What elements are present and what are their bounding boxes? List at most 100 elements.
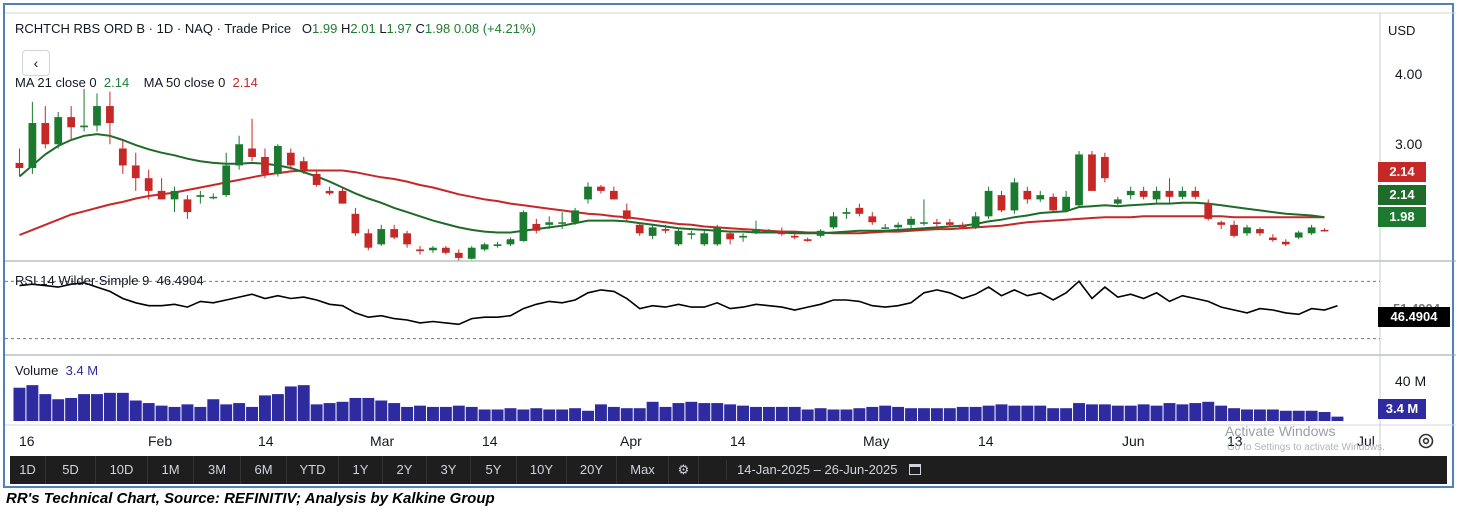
candle-body [403, 233, 411, 245]
volume-bar [1241, 409, 1253, 421]
volume-bar [1073, 403, 1085, 421]
date-range-dash: – [813, 462, 821, 477]
volume-bar [13, 387, 26, 421]
volume-bar [918, 408, 930, 421]
volume-bar [1021, 405, 1034, 421]
range-button-10y[interactable]: 10Y [517, 456, 567, 484]
candle-body [441, 247, 450, 253]
volume-bar [840, 409, 853, 421]
candle-body [790, 235, 799, 238]
rsi-line [19, 280, 1338, 326]
range-button-1d[interactable]: 1D [10, 456, 46, 484]
time-tick: Jul [1357, 433, 1375, 449]
volume-bar [452, 405, 465, 421]
volume-bar [801, 409, 814, 421]
volume-bar [982, 405, 995, 421]
volume-bar [78, 394, 91, 421]
candle-body [480, 244, 489, 250]
volume-bar [207, 399, 220, 421]
date-range-picker[interactable]: 14-Jan-2025 – 26-Jun-2025 [726, 460, 941, 480]
candle-body [894, 224, 903, 228]
range-settings-button[interactable]: ⚙ [669, 456, 699, 484]
volume-bar [1292, 410, 1305, 421]
price-type-label: Trade Price [224, 21, 292, 36]
volume-bar [646, 401, 659, 421]
range-button-6m[interactable]: 6M [241, 456, 287, 484]
candle-body [1152, 190, 1161, 200]
time-tick: 14 [482, 433, 498, 449]
candle-body [1113, 199, 1122, 204]
price-tick-4: 4.00 [1395, 66, 1423, 82]
range-button-10d[interactable]: 10D [96, 456, 148, 484]
candle-body [1088, 154, 1096, 191]
candle-body [1100, 156, 1109, 179]
volume-bar [414, 405, 426, 421]
range-button-1y[interactable]: 1Y [339, 456, 383, 484]
volume-bar [724, 404, 737, 421]
range-button-5y[interactable]: 5Y [471, 456, 517, 484]
volume-bar [401, 406, 414, 421]
volume-bar [737, 405, 750, 421]
rsi-label: RSI 14 Wilder Simple 9 [15, 273, 150, 288]
range-button-1m[interactable]: 1M [148, 456, 194, 484]
time-tick: 14 [258, 433, 274, 449]
volume-bar [1137, 404, 1150, 421]
volume-bar [530, 408, 543, 421]
volume-bar [1189, 403, 1202, 421]
candle-body [1023, 190, 1032, 200]
candle-body [816, 230, 825, 236]
candle-body [881, 227, 890, 229]
volume-bar [1111, 405, 1124, 421]
time-tick: Jun [1122, 433, 1145, 449]
volume-bar [271, 394, 284, 421]
volume-bar [142, 403, 155, 421]
candle-body [1320, 229, 1329, 232]
time-tick: May [863, 433, 890, 449]
volume-bar [181, 404, 194, 421]
candle-body [144, 178, 153, 191]
candle-body [1139, 190, 1148, 197]
range-button-20y[interactable]: 20Y [567, 456, 617, 484]
time-tick: 14 [730, 433, 746, 449]
candle-body [506, 239, 515, 245]
range-toolbar: 1D 5D 10D 1M 3M 6M YTD 1Y 2Y 3Y 5Y 10Y 2… [10, 456, 1447, 484]
volume-bar [155, 405, 168, 421]
volume-bar [853, 408, 866, 421]
candle-body [739, 235, 747, 238]
candle-body [1178, 190, 1187, 197]
last-price-tag: 1.98 [1378, 207, 1426, 227]
volume-bar [892, 406, 905, 421]
collapse-legend-button[interactable]: ‹ [22, 50, 50, 76]
volume-bar [439, 406, 452, 421]
range-button-3y[interactable]: 3Y [427, 456, 471, 484]
range-button-3m[interactable]: 3M [194, 456, 241, 484]
date-range-start: 14-Jan-2025 [737, 462, 810, 477]
range-button-2y[interactable]: 2Y [383, 456, 427, 484]
range-button-5d[interactable]: 5D [46, 456, 96, 484]
settings-gear-icon[interactable] [1417, 432, 1435, 450]
volume-bar [1253, 409, 1266, 421]
volume-bar [543, 409, 556, 421]
volume-bar [711, 403, 724, 421]
volume-bar [956, 406, 969, 421]
candle-body [622, 210, 631, 219]
high-value: 2.01 [350, 21, 376, 36]
volume-bar [491, 409, 504, 421]
volume-bar [26, 385, 39, 421]
candle-body [765, 230, 773, 233]
high-label: H [340, 21, 351, 36]
range-button-max[interactable]: Max [617, 456, 669, 484]
ma50-value: 2.14 [232, 75, 258, 90]
volume-bar [465, 406, 478, 421]
candle-body [777, 230, 786, 235]
chart-canvas [5, 12, 1456, 457]
range-button-ytd[interactable]: YTD [287, 456, 339, 484]
volume-bar [259, 395, 271, 421]
volume-bar [65, 397, 78, 421]
candle-body [984, 190, 993, 217]
candle-body [248, 148, 256, 157]
volume-bar [297, 385, 310, 421]
candle-body [1010, 182, 1019, 211]
volume-bar [103, 392, 116, 421]
interval-label: 1D [156, 21, 174, 36]
